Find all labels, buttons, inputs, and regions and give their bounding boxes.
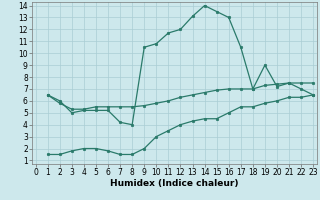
X-axis label: Humidex (Indice chaleur): Humidex (Indice chaleur) xyxy=(110,179,239,188)
